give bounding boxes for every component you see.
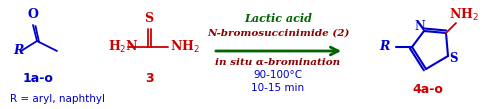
Text: R: R [13,44,24,58]
Text: H$_2$N: H$_2$N [108,39,139,55]
Text: in situ α-bromination: in situ α-bromination [216,58,340,66]
Text: 3: 3 [144,72,154,85]
Text: NH$_2$: NH$_2$ [449,7,479,23]
Text: 4a-o: 4a-o [412,83,444,95]
Text: 90-100°C: 90-100°C [254,70,302,80]
Text: NH$_2$: NH$_2$ [170,39,200,55]
Text: Lactic acid: Lactic acid [244,13,312,24]
Text: O: O [28,8,38,21]
Text: 10-15 min: 10-15 min [252,83,304,93]
Text: R = aryl, naphthyl: R = aryl, naphthyl [10,94,105,104]
Text: N-bromosuccinimide (2): N-bromosuccinimide (2) [207,28,349,37]
Text: S: S [450,51,458,65]
Text: N: N [414,20,426,33]
Text: R: R [380,41,390,54]
Text: 1a-o: 1a-o [22,72,54,85]
Text: S: S [144,12,154,25]
